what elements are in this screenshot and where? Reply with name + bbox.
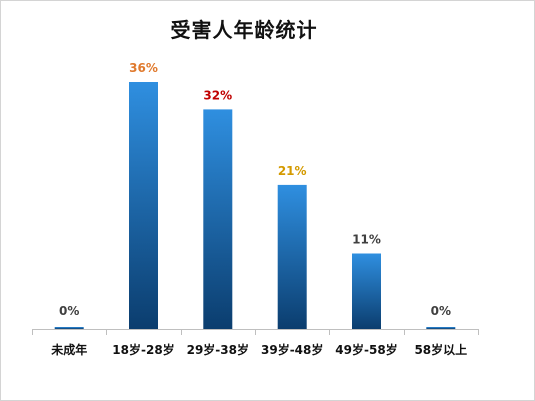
data-label: 0% — [59, 304, 79, 318]
bar — [426, 327, 456, 329]
x-tick-label: 18岁-28岁 — [112, 342, 174, 357]
x-axis — [32, 329, 479, 335]
x-tick-label: 39岁-48岁 — [261, 342, 323, 357]
bar — [129, 82, 158, 329]
x-tick-label: 49岁-58岁 — [335, 342, 397, 357]
bars-group — [54, 82, 456, 330]
data-label: 21% — [278, 164, 307, 178]
bar — [352, 253, 381, 329]
x-tick-label: 29岁-38岁 — [187, 342, 249, 357]
data-label: 32% — [203, 88, 232, 102]
chart-title: 受害人年龄统计 — [170, 18, 318, 42]
data-label: 0% — [431, 304, 451, 318]
bar — [277, 184, 307, 329]
data-labels: 0% 36% 32% 21% 11% 0% — [59, 61, 451, 318]
data-label: 36% — [129, 61, 158, 75]
x-tick-label: 未成年 — [50, 342, 87, 357]
data-label: 11% — [352, 233, 381, 247]
x-tick-labels: 未成年 18岁-28岁 29岁-38岁 39岁-48岁 49岁-58岁 58岁以上 — [50, 342, 467, 357]
x-tick-label: 58岁以上 — [414, 342, 467, 357]
bar — [54, 327, 84, 329]
bar — [203, 109, 233, 330]
